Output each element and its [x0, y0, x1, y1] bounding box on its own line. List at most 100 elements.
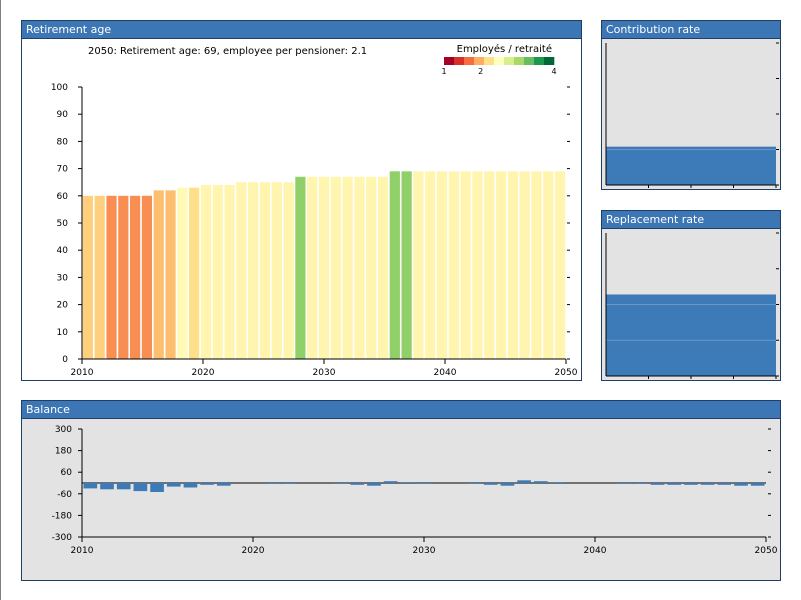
balance-bar — [333, 483, 348, 484]
legend-swatch — [534, 57, 545, 65]
balance-bar — [400, 482, 415, 483]
balance-x-tick-label: 2020 — [242, 546, 265, 556]
balance-bar — [417, 483, 431, 484]
retirement-bar — [307, 176, 318, 359]
balance-bar — [283, 483, 298, 484]
balance-bar — [216, 483, 231, 486]
retirement-bar — [484, 171, 495, 359]
retirement-bar — [82, 195, 94, 359]
balance-bar — [684, 483, 698, 485]
retirement-bar — [342, 176, 353, 359]
legend-swatch — [454, 57, 465, 65]
retirement-bar — [248, 182, 259, 359]
y-tick-label: 30 — [57, 273, 69, 283]
retirement-bar — [366, 176, 377, 359]
retirement-bar — [165, 190, 176, 359]
balance-y-tick-label: -60 — [57, 490, 72, 500]
retirement-bar — [177, 187, 188, 359]
legend-tick-label: 2 — [478, 67, 483, 76]
x-tick-label: 2030 — [313, 368, 336, 378]
balance-bar — [267, 483, 281, 484]
window-left-border — [0, 0, 1, 600]
retirement-bar — [271, 182, 282, 359]
legend-swatch — [514, 57, 525, 65]
y-tick-label: 90 — [57, 110, 69, 120]
balance-bar — [383, 481, 398, 483]
balance-x-tick-label: 2010 — [71, 546, 94, 556]
legend-swatch — [474, 57, 485, 65]
balance-bar — [634, 483, 648, 484]
retirement-bar — [259, 182, 271, 359]
legend-swatch — [494, 57, 505, 65]
retirement-bar — [554, 171, 566, 359]
x-tick-label: 2020 — [192, 368, 215, 378]
replacement-rate-chart — [605, 232, 779, 379]
balance-bar — [483, 483, 498, 485]
retirement-age-panel-body: 2050: Retirement age: 69, employee per p… — [22, 39, 581, 380]
balance-bar — [650, 483, 665, 485]
retirement-bar — [531, 171, 542, 359]
y-tick-label: 10 — [57, 328, 69, 338]
x-tick-label: 2040 — [434, 368, 457, 378]
legend-swatch — [524, 57, 535, 65]
rate-fill — [606, 146, 776, 185]
balance-bar — [467, 483, 481, 484]
retirement-bar — [318, 176, 330, 359]
x-tick-label: 2010 — [71, 368, 94, 378]
balance-panel-title: Balance — [22, 401, 780, 419]
balance-y-tick-label: 300 — [55, 425, 72, 435]
y-tick-label: 40 — [57, 246, 69, 256]
retirement-age-chart: 2050: Retirement age: 69, employee per p… — [51, 43, 578, 378]
contribution-rate-chart — [605, 42, 779, 188]
balance-bar — [166, 483, 181, 487]
retirement-bar — [224, 184, 235, 359]
retirement-annotation: 2050: Retirement age: 69, employee per p… — [88, 46, 367, 57]
retirement-bar — [543, 171, 554, 359]
balance-bar — [667, 483, 682, 485]
balance-bar — [517, 480, 531, 483]
y-tick-label: 50 — [57, 219, 69, 229]
retirement-bar — [118, 195, 129, 359]
balance-bar — [700, 483, 715, 485]
retirement-bar — [354, 176, 365, 359]
balance-x-tick-label: 2050 — [755, 546, 778, 556]
legend-swatch — [544, 57, 555, 65]
retirement-bar — [472, 171, 483, 359]
balance-bar — [83, 483, 98, 489]
retirement-bar — [153, 190, 164, 359]
balance-bar — [717, 483, 732, 485]
retirement-bar — [212, 184, 223, 359]
legend-title: Employés / retraité — [457, 43, 552, 55]
contribution-rate-panel-body — [602, 39, 780, 189]
balance-bar — [734, 483, 748, 486]
retirement-bar — [448, 171, 459, 359]
retirement-bar — [141, 195, 153, 359]
replacement-rate-panel-title: Replacement rate — [602, 211, 780, 229]
y-tick-label: 60 — [57, 192, 69, 202]
balance-x-tick-label: 2030 — [413, 546, 436, 556]
balance-bar — [533, 481, 548, 483]
legend-tick-label: 1 — [441, 67, 446, 76]
retirement-bar — [507, 171, 518, 359]
retirement-bar — [200, 184, 212, 359]
retirement-age-panel: Retirement age 2050: Retirement age: 69,… — [21, 20, 582, 381]
retirement-bar — [460, 171, 471, 359]
contribution-rate-panel-title: Contribution rate — [602, 21, 780, 39]
balance-chart: 300 180 60 -60 -180 -300 2010 2020 2030 2040 2050 — [52, 425, 778, 556]
retirement-bar — [401, 171, 412, 359]
legend-swatch — [504, 57, 515, 65]
retirement-bar — [295, 176, 306, 359]
rate-fill — [606, 294, 776, 376]
balance-bar — [367, 483, 381, 486]
retirement-bar — [189, 187, 200, 359]
contribution-rate-panel: Contribution rate — [601, 20, 781, 190]
balance-bar — [617, 483, 632, 484]
retirement-bar — [94, 195, 105, 359]
balance-y-tick-label: 60 — [61, 468, 73, 478]
balance-x-tick-label: 2040 — [584, 546, 607, 556]
retirement-bar — [283, 182, 294, 359]
balance-bar — [116, 483, 131, 490]
y-tick-label: 100 — [51, 83, 68, 93]
legend-swatch — [444, 57, 455, 65]
y-tick-label: 80 — [57, 137, 69, 147]
